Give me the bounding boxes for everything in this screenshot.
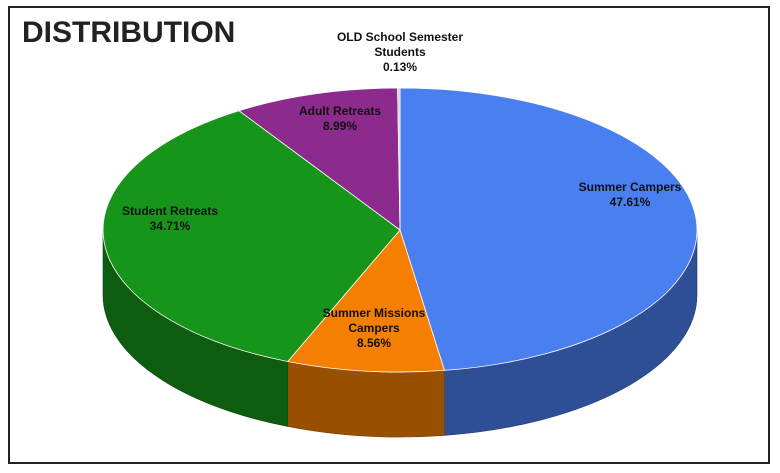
- pie-slice: [238, 87, 401, 231]
- pie-slice: [397, 87, 401, 231]
- slice-label: Summer Campers: [578, 180, 682, 194]
- slice-value-label: 47.61%: [609, 195, 651, 209]
- pie-side: [287, 361, 445, 438]
- slice-label: Adult Retreats: [298, 104, 381, 118]
- pie-slice: [399, 87, 698, 371]
- slice-label: Summer Missions Campers: [322, 306, 426, 335]
- pie-slice: [286, 229, 445, 373]
- pie-slice: [102, 110, 401, 362]
- slice-value-label: 8.56%: [356, 336, 392, 350]
- slice-label: Student Retreats: [121, 204, 219, 218]
- slice-label: OLD School Semester Students: [336, 30, 464, 59]
- frame-border: [8, 6, 770, 464]
- slice-value-label: 34.71%: [149, 219, 191, 233]
- slice-value-label: 0.13%: [382, 60, 418, 74]
- chart-title: DISTRIBUTION: [22, 16, 236, 49]
- slice-value-label: 8.99%: [322, 119, 358, 133]
